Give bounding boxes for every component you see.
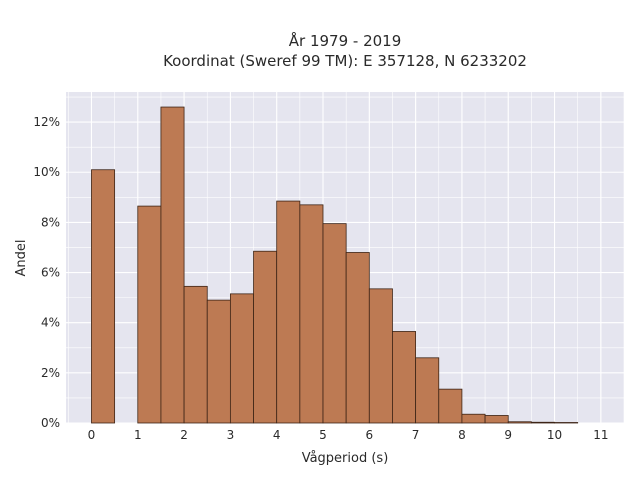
x-tick-label: 2 xyxy=(180,428,188,442)
histogram-bar xyxy=(392,331,417,424)
y-tick-label: 8% xyxy=(41,215,60,229)
x-tick-label: 8 xyxy=(458,428,466,442)
histogram-bar xyxy=(299,204,324,424)
histogram-bar xyxy=(276,200,301,424)
histogram-bar xyxy=(206,299,231,424)
y-tick-label: 4% xyxy=(41,316,60,330)
x-tick-label: 7 xyxy=(412,428,420,442)
histogram-bar xyxy=(530,421,555,424)
x-tick-labels: 0 1 2 3 4 5 6 7 8 9 10 11 xyxy=(88,428,609,442)
x-tick-label: 9 xyxy=(504,428,512,442)
histogram-bar xyxy=(484,415,509,424)
histogram-bar xyxy=(91,169,116,424)
histogram-bar xyxy=(322,223,347,424)
x-tick-label: 5 xyxy=(319,428,327,442)
histogram-bar xyxy=(438,388,463,424)
x-tick-label: 3 xyxy=(227,428,235,442)
histogram-bar xyxy=(229,293,254,424)
y-tick-labels: 0% 2% 4% 6% 8% 10% 12% xyxy=(33,115,60,430)
y-tick-label: 10% xyxy=(33,165,60,179)
histogram-bar xyxy=(137,205,162,424)
histogram-bar xyxy=(345,252,370,424)
x-tick-label: 10 xyxy=(547,428,562,442)
x-tick-label: 11 xyxy=(593,428,608,442)
y-tick-label: 2% xyxy=(41,366,60,380)
histogram-bar xyxy=(461,413,486,424)
x-tick-label: 1 xyxy=(134,428,142,442)
histogram-bar xyxy=(554,422,579,424)
y-tick-label: 6% xyxy=(41,266,60,280)
histogram-bar xyxy=(507,421,532,424)
histogram-bar xyxy=(160,106,185,424)
x-tick-label: 4 xyxy=(273,428,281,442)
y-tick-label: 12% xyxy=(33,115,60,129)
y-tick-label: 0% xyxy=(41,416,60,430)
histogram-bar xyxy=(415,357,440,424)
x-tick-label: 0 xyxy=(88,428,96,442)
histogram-bar xyxy=(183,285,208,424)
histogram-bars xyxy=(91,106,579,424)
histogram-bar xyxy=(253,250,278,424)
y-axis-label: Andel xyxy=(14,240,29,277)
histogram-bar xyxy=(368,288,393,424)
x-tick-label: 6 xyxy=(365,428,373,442)
chart-title-line1: År 1979 - 2019 xyxy=(289,31,402,50)
x-axis-label: Vågperiod (s) xyxy=(302,451,389,466)
chart-title-line2: Koordinat (Sweref 99 TM): E 357128, N 62… xyxy=(163,52,527,70)
